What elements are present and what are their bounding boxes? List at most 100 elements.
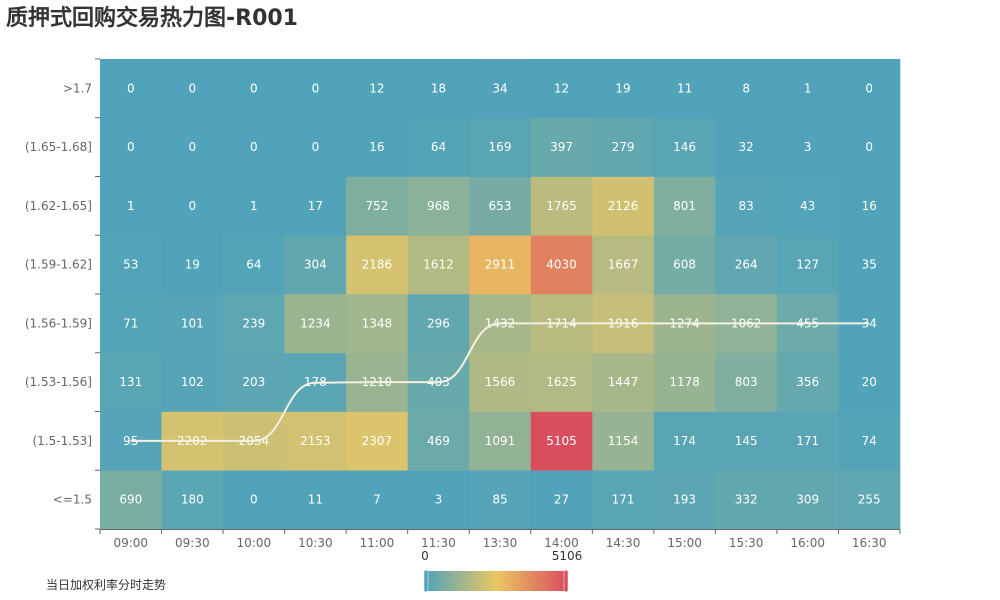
heatmap-cell[interactable]: [407, 117, 470, 177]
heatmap-cell[interactable]: [161, 117, 224, 177]
heatmap-cell[interactable]: [653, 176, 716, 236]
heatmap-cell[interactable]: [346, 470, 408, 530]
heatmap-cell[interactable]: [469, 470, 532, 530]
heatmap-cell[interactable]: [223, 352, 285, 412]
heatmap-cell[interactable]: [223, 235, 285, 295]
heatmap-cell[interactable]: [592, 235, 655, 295]
cell-value-label: 7: [373, 493, 381, 507]
heatmap-cell[interactable]: [407, 470, 470, 530]
heatmap-cell[interactable]: [161, 352, 224, 412]
heatmap-cell[interactable]: [838, 235, 901, 295]
heatmap-cell[interactable]: [530, 117, 593, 177]
heatmap-cell[interactable]: [776, 411, 839, 471]
heatmap-cell[interactable]: [776, 470, 839, 530]
heatmap-cell[interactable]: [776, 176, 839, 236]
heatmap-cell[interactable]: [161, 176, 224, 236]
heatmap-cell[interactable]: [161, 470, 224, 530]
heatmap-cell[interactable]: [715, 470, 778, 530]
heatmap-cell[interactable]: [592, 411, 655, 471]
heatmap-cell[interactable]: [469, 59, 532, 119]
heatmap-cell[interactable]: [161, 235, 224, 295]
visual-map-min-handle[interactable]: [423, 569, 429, 593]
heatmap-cell[interactable]: [838, 411, 901, 471]
heatmap-cell[interactable]: [284, 470, 347, 530]
heatmap-cell[interactable]: [715, 176, 778, 236]
cell-value-label: 801: [673, 199, 696, 213]
heatmap-cell[interactable]: [407, 411, 470, 471]
heatmap-cell[interactable]: [284, 235, 347, 295]
heatmap-cell[interactable]: [776, 117, 839, 177]
visual-map-bar[interactable]: [425, 571, 567, 591]
heatmap-cell[interactable]: [284, 117, 347, 177]
heatmap-cell[interactable]: [653, 235, 716, 295]
heatmap-cell[interactable]: [530, 352, 593, 412]
heatmap-cell[interactable]: [838, 352, 901, 412]
heatmap-cell[interactable]: [407, 176, 470, 236]
heatmap-cell[interactable]: [346, 117, 408, 177]
heatmap-cell[interactable]: [346, 176, 408, 236]
heatmap-cell[interactable]: [223, 117, 285, 177]
heatmap-cell[interactable]: [530, 176, 593, 236]
heatmap-cell[interactable]: [346, 235, 408, 295]
heatmap-cell[interactable]: [346, 59, 408, 119]
heatmap-cell[interactable]: [653, 59, 716, 119]
heatmap-cell[interactable]: [469, 352, 532, 412]
heatmap-cell[interactable]: [776, 59, 839, 119]
heatmap-cell[interactable]: [346, 294, 408, 354]
heatmap-cell[interactable]: [838, 117, 901, 177]
heatmap-cell[interactable]: [223, 294, 285, 354]
heatmap-cell[interactable]: [715, 59, 778, 119]
cell-value-label: 1447: [608, 375, 639, 389]
heatmap-cell[interactable]: [715, 411, 778, 471]
heatmap-cell[interactable]: [592, 470, 655, 530]
heatmap-cell[interactable]: [346, 411, 408, 471]
heatmap-cell[interactable]: [653, 117, 716, 177]
heatmap-cell[interactable]: [284, 176, 347, 236]
visual-map-max-handle[interactable]: [563, 569, 569, 593]
heatmap-cell[interactable]: [284, 294, 347, 354]
heatmap-cell[interactable]: [223, 59, 285, 119]
heatmap-cell[interactable]: [469, 176, 532, 236]
heatmap-cell[interactable]: [776, 352, 839, 412]
heatmap-cell[interactable]: [161, 294, 224, 354]
heatmap-cell[interactable]: [838, 176, 901, 236]
heatmap-cell[interactable]: [469, 235, 532, 295]
heatmap-cell[interactable]: [407, 235, 470, 295]
heatmap-cell[interactable]: [407, 294, 470, 354]
heatmap-cell[interactable]: [469, 117, 532, 177]
heatmap-cell[interactable]: [469, 411, 532, 471]
heatmap-cell[interactable]: [161, 59, 224, 119]
heatmap-cell[interactable]: [100, 235, 162, 295]
heatmap-cell[interactable]: [592, 117, 655, 177]
heatmap-cell[interactable]: [715, 352, 778, 412]
heatmap-cell[interactable]: [592, 59, 655, 119]
heatmap-cell[interactable]: [776, 235, 839, 295]
heatmap-cell[interactable]: [653, 470, 716, 530]
heatmap-cell[interactable]: [715, 117, 778, 177]
heatmap-cell[interactable]: [100, 470, 162, 530]
heatmap-cell[interactable]: [100, 294, 162, 354]
heatmap-cell[interactable]: [530, 411, 593, 471]
line-series-legend[interactable]: 当日加权利率分时走势: [46, 578, 167, 592]
x-tick-label: 11:30: [421, 536, 456, 550]
heatmap-cell[interactable]: [530, 235, 593, 295]
heatmap-cell[interactable]: [223, 470, 285, 530]
heatmap-cell[interactable]: [592, 176, 655, 236]
heatmap-cell[interactable]: [592, 352, 655, 412]
heatmap-cell[interactable]: [530, 470, 593, 530]
heatmap-cell[interactable]: [653, 352, 716, 412]
heatmap-cell[interactable]: [100, 59, 162, 119]
heatmap-cell[interactable]: [100, 176, 162, 236]
heatmap-cell[interactable]: [530, 59, 593, 119]
heatmap-cell[interactable]: [284, 59, 347, 119]
heatmap-cell[interactable]: [100, 352, 162, 412]
heatmap-cell[interactable]: [838, 59, 901, 119]
heatmap-cell[interactable]: [838, 470, 901, 530]
heatmap-cell[interactable]: [223, 176, 285, 236]
heatmap-cell[interactable]: [407, 59, 470, 119]
heatmap-cell[interactable]: [284, 411, 347, 471]
heatmap-cell[interactable]: [653, 411, 716, 471]
x-tick-label: 09:30: [175, 536, 210, 550]
heatmap-cell[interactable]: [715, 235, 778, 295]
heatmap-cell[interactable]: [100, 117, 162, 177]
